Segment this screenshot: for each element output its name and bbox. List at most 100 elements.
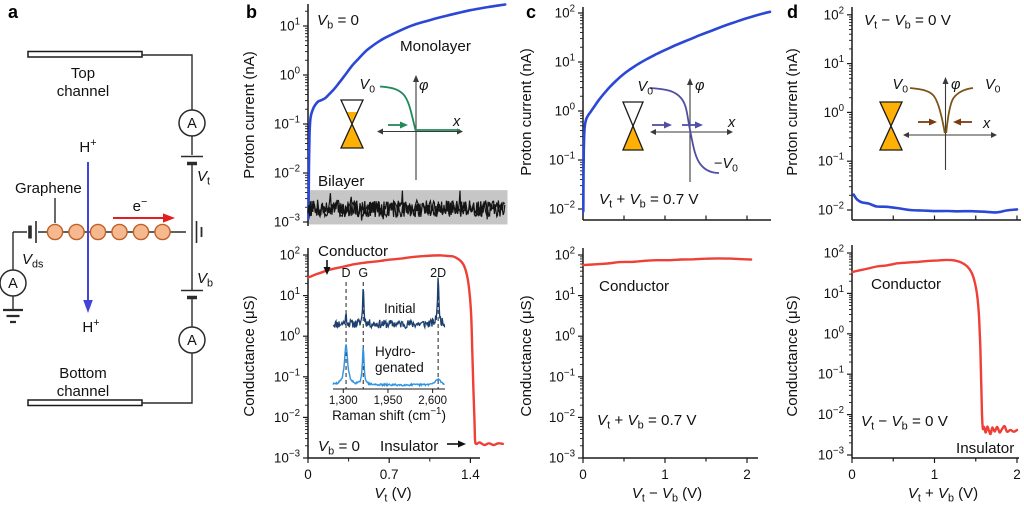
- text-span: A: [187, 116, 197, 132]
- text-span: 1.4: [461, 467, 480, 482]
- text-span: V: [374, 485, 386, 502]
- dirac-cone-bottom: [341, 124, 363, 148]
- raman-hydrogenated-label: Hydro-: [375, 344, 416, 359]
- text-span: 10: [280, 68, 295, 83]
- shape: [687, 78, 693, 85]
- text-span: V: [317, 12, 329, 29]
- text-span: (V): [678, 485, 702, 502]
- text-span: −1: [564, 151, 575, 162]
- text-span: e: [133, 198, 141, 215]
- text-span: 1: [570, 286, 575, 297]
- text-span: 1: [570, 53, 575, 64]
- text-span: V: [908, 485, 920, 502]
- text-span: t: [607, 420, 610, 432]
- y-tick-label: 101: [280, 286, 300, 303]
- text-span: 10: [824, 56, 839, 71]
- text-span: V: [985, 77, 996, 93]
- text-span: 10: [818, 448, 833, 463]
- ammeter-bottom: A: [178, 326, 206, 354]
- text-span: −1: [564, 367, 575, 378]
- raman-trace: [332, 344, 445, 388]
- text-span: channel: [57, 383, 110, 400]
- circle: [154, 223, 171, 241]
- raman-tick-label: 2,600: [418, 395, 447, 407]
- text-span: x: [452, 114, 461, 130]
- text-span: 10: [555, 288, 570, 303]
- text-span: 10: [824, 286, 839, 301]
- v0-right-label: V0: [985, 77, 1001, 96]
- series-proton-current: [582, 10, 772, 213]
- y-tick-label: 102: [555, 246, 575, 263]
- top-channel-label: Top: [71, 65, 95, 82]
- y-tick-label: 10−1: [549, 151, 575, 168]
- text-span: 10: [549, 202, 564, 217]
- text-span: 0: [570, 327, 576, 338]
- shape: [400, 121, 408, 129]
- text-span: φ: [695, 78, 704, 94]
- text-span: −2: [289, 164, 300, 175]
- text-span: −: [714, 156, 722, 172]
- raman-xlabel: Raman shift (cm−1): [332, 406, 446, 423]
- text-span: 0: [732, 164, 738, 175]
- text-span: t: [207, 176, 210, 188]
- top-channel-electrode: [27, 50, 143, 58]
- shape: [942, 77, 949, 84]
- text-span: −3: [289, 449, 300, 460]
- x-axis-label: x: [727, 115, 736, 131]
- annotation: Vt + Vb = 0.7 V: [599, 191, 699, 211]
- y-tick-label: 10−2: [818, 201, 844, 218]
- text-span: −1: [833, 365, 844, 376]
- x-axis-title: Vt (V): [374, 485, 411, 505]
- text-span: 10: [549, 369, 564, 384]
- text-span: V: [360, 77, 371, 93]
- text-span: 10: [274, 451, 289, 466]
- text-span: genated: [375, 360, 424, 375]
- text-span: Conductance (μS): [241, 295, 258, 416]
- text-span: b: [905, 20, 911, 32]
- text-span: Insulator: [956, 440, 1014, 457]
- circuit-diagram: A A A Top channel Bottom channel Graphen…: [0, 50, 213, 407]
- text-span: 0: [995, 85, 1001, 96]
- y-tick-label: 100: [280, 327, 301, 344]
- electron-label: e−: [133, 196, 148, 215]
- text-span: V: [722, 156, 733, 172]
- potential-curve-left: [909, 87, 946, 134]
- text-span: 2: [839, 5, 844, 16]
- text-span: −2: [564, 200, 575, 211]
- y-axis-title: Proton current (nA): [784, 48, 801, 176]
- shape: [346, 112, 358, 124]
- circle: [111, 223, 128, 241]
- annotation: Insulator: [956, 440, 1014, 457]
- series-proton-current: [852, 193, 1019, 214]
- text-span: t: [642, 493, 645, 505]
- y-tick-label: 10−3: [818, 446, 844, 463]
- shape: [339, 122, 365, 149]
- text-span: −1: [833, 152, 844, 163]
- shape: [664, 121, 672, 129]
- text-span: 10: [555, 329, 570, 344]
- raman-initial-label: Initial: [384, 301, 416, 316]
- v0-label: V0: [360, 77, 376, 96]
- text-span: channel: [57, 83, 110, 100]
- text-span: t: [609, 199, 612, 211]
- text-span: 1: [931, 467, 939, 482]
- text-span: 10: [824, 246, 839, 261]
- text-span: 1: [661, 467, 669, 482]
- y-tick-label: 102: [555, 4, 575, 21]
- text-span: V: [893, 77, 904, 93]
- annotation: Bilayer: [318, 173, 364, 190]
- inset-potential-profile-b: φ x V0: [339, 75, 463, 180]
- annotation: Conductor: [871, 276, 941, 293]
- circle: [132, 223, 150, 241]
- ammeter-label: A: [187, 116, 197, 132]
- text-span: 10: [555, 248, 570, 263]
- text-span: H: [79, 139, 90, 156]
- text-span: t: [918, 493, 921, 505]
- y-tick-label: 10−2: [274, 164, 300, 181]
- text-span: V: [597, 412, 609, 429]
- raman-tick-label: 1,300: [329, 395, 358, 407]
- text-span: 10: [549, 153, 564, 168]
- x-axis-label: x: [452, 114, 461, 130]
- text-span: +: [90, 137, 96, 149]
- panel-a-label: a: [8, 2, 19, 22]
